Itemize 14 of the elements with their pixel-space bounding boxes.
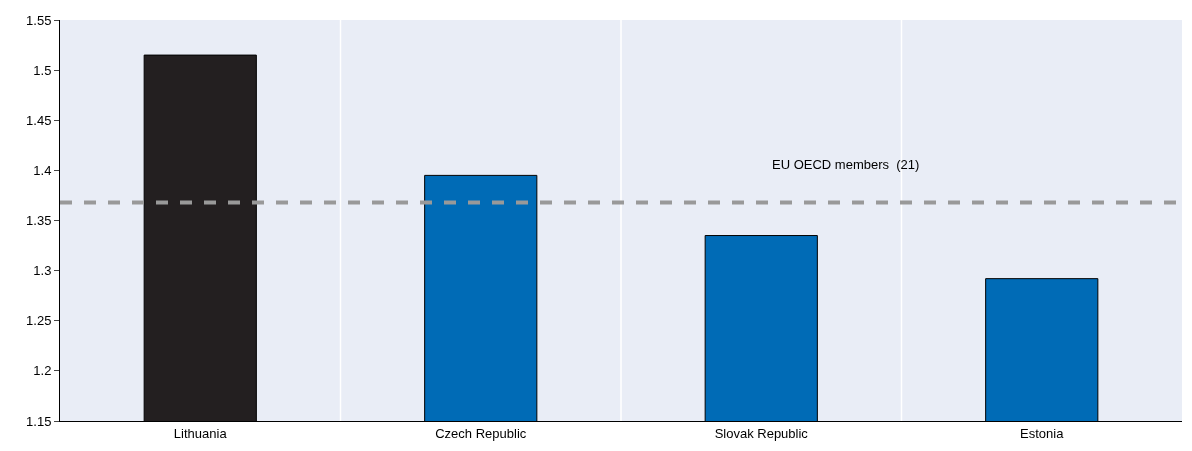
- x-tick-label: Lithuania: [173, 425, 228, 441]
- y-tick-label: 1.25: [26, 313, 52, 329]
- y-tick-label: 1.45: [26, 112, 52, 128]
- x-tick-label: Slovak Republic: [714, 425, 809, 441]
- y-tick-label: 1.35: [26, 213, 52, 229]
- x-tick-label: Czech Republic: [435, 425, 527, 441]
- y-tick-label: 1.15: [26, 413, 52, 429]
- x-tick-label: Estonia: [1020, 425, 1065, 441]
- y-tick-label: 1.55: [26, 12, 52, 28]
- y-tick-label: 1.3: [33, 263, 52, 279]
- ref-line-label: EU OECD members (21): [772, 157, 920, 172]
- y-tick-label: 1.5: [33, 62, 52, 78]
- y-tick-label: 1.2: [33, 363, 52, 379]
- y-tick-label: 1.4: [33, 162, 52, 178]
